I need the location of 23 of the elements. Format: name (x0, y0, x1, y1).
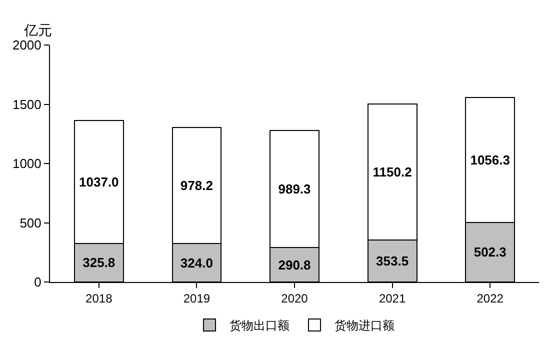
legend-label: 货物进口额 (334, 318, 394, 333)
data-label: 1056.3 (470, 152, 510, 168)
data-label: 978.2 (180, 178, 213, 194)
y-tick-label: 500 (20, 215, 42, 230)
data-label: 1150.2 (372, 164, 412, 180)
x-tick-label: 2019 (183, 291, 210, 306)
x-tick-label: 2021 (378, 291, 406, 306)
data-label: 290.8 (278, 257, 311, 272)
data-label: 324.0 (180, 255, 213, 270)
legend-label: 货物出口额 (230, 318, 290, 333)
y-tick-label: 0 (34, 274, 42, 290)
data-label: 353.5 (376, 254, 409, 269)
y-tick-label: 1000 (12, 156, 42, 172)
x-tick-label: 2018 (86, 291, 113, 306)
data-label: 502.3 (474, 244, 506, 260)
data-label: 325.8 (82, 255, 116, 270)
x-tick-label: 2020 (281, 291, 308, 306)
data-label: 989.3 (278, 181, 311, 196)
y-axis-title: 亿元 (23, 22, 52, 38)
y-tick-label: 1500 (12, 96, 42, 112)
x-tick-label: 2022 (476, 291, 504, 306)
data-label: 1037.0 (79, 174, 119, 190)
y-tick-label: 2000 (12, 38, 42, 53)
